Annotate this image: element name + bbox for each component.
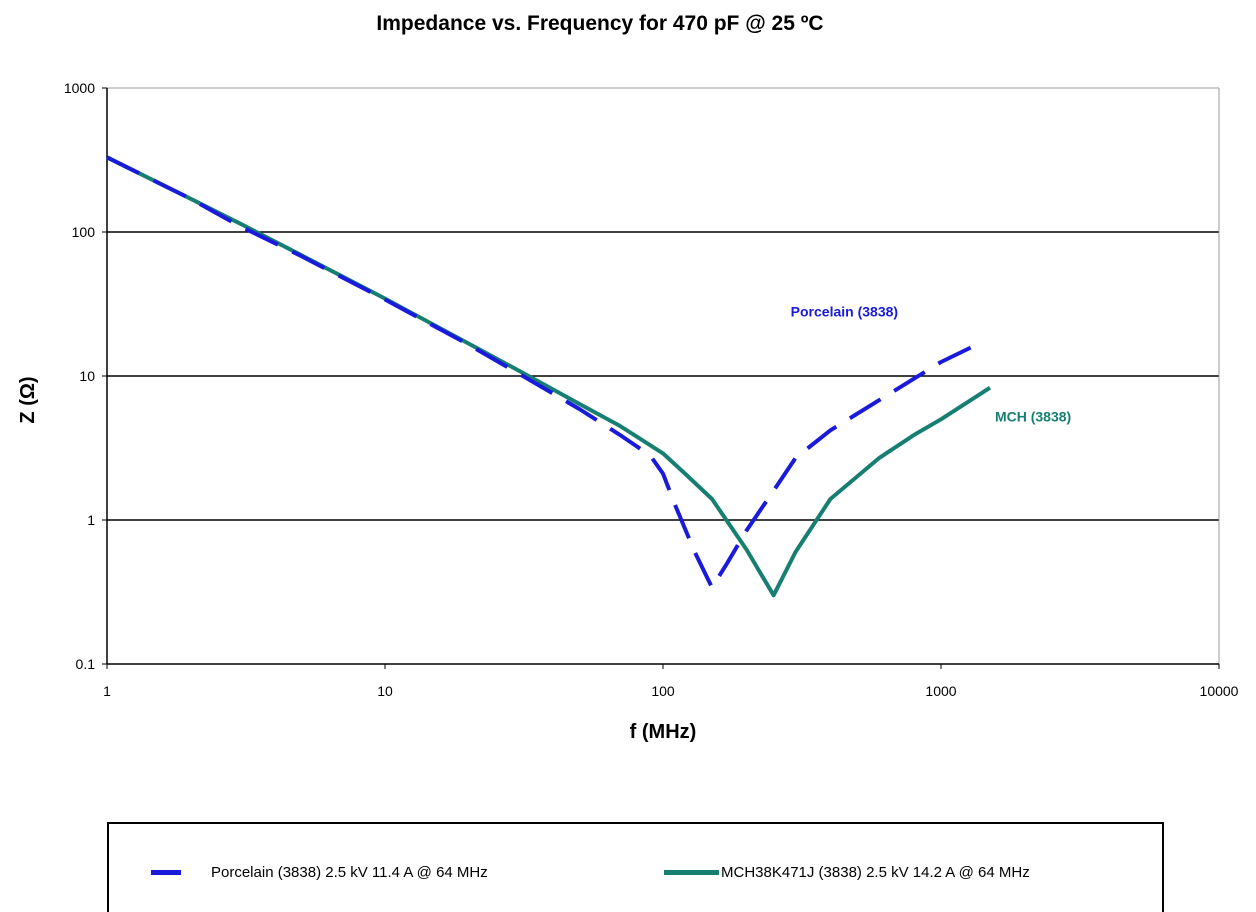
series-annotations: Porcelain (3838) MCH (3838) xyxy=(791,304,1072,425)
y-tick-label-0.1: 0.1 xyxy=(76,656,96,672)
y-tick-label-1000: 1000 xyxy=(64,80,95,96)
annotation-mch: MCH (3838) xyxy=(995,409,1071,425)
x-tick-labels: 1 10 100 1000 10000 xyxy=(103,683,1239,699)
y-tick-label-10: 10 xyxy=(79,368,95,384)
y-tick-label-1: 1 xyxy=(87,512,95,528)
legend-item-porcelain: Porcelain (3838) 2.5 kV 11.4 A @ 64 MHz xyxy=(151,864,488,881)
series-lines xyxy=(106,155,992,598)
legend-swatch-mch xyxy=(664,870,719,875)
legend-label-mch: MCH38K471J (3838) 2.5 kV 14.2 A @ 64 MHz xyxy=(721,864,1030,881)
x-tick-label-1000: 1000 xyxy=(925,683,956,699)
x-tick-label-100: 100 xyxy=(651,683,675,699)
chart-title: Impedance vs. Frequency for 470 pF @ 25 … xyxy=(376,12,824,35)
x-axis-label: f (MHz) xyxy=(630,721,697,743)
legend-item-mch: MCH38K471J (3838) 2.5 kV 14.2 A @ 64 MHz xyxy=(664,864,1030,881)
legend-label-porcelain: Porcelain (3838) 2.5 kV 11.4 A @ 64 MHz xyxy=(211,864,488,881)
legend-swatch-porcelain xyxy=(151,870,181,875)
axes xyxy=(102,87,1220,669)
series-line-porcelain xyxy=(106,155,974,590)
x-tick-label-1: 1 xyxy=(103,683,111,699)
y-tick-labels: 0.1 1 10 100 1000 xyxy=(64,80,95,672)
legend: Porcelain (3838) 2.5 kV 11.4 A @ 64 MHz … xyxy=(107,822,1164,912)
y-axis-label: Z (Ω) xyxy=(17,376,39,423)
y-tick-label-100: 100 xyxy=(72,224,96,240)
grid-lines xyxy=(107,87,1219,521)
x-tick-label-10000: 10000 xyxy=(1200,683,1239,699)
x-tick-label-10: 10 xyxy=(377,683,393,699)
annotation-porcelain: Porcelain (3838) xyxy=(791,304,898,320)
